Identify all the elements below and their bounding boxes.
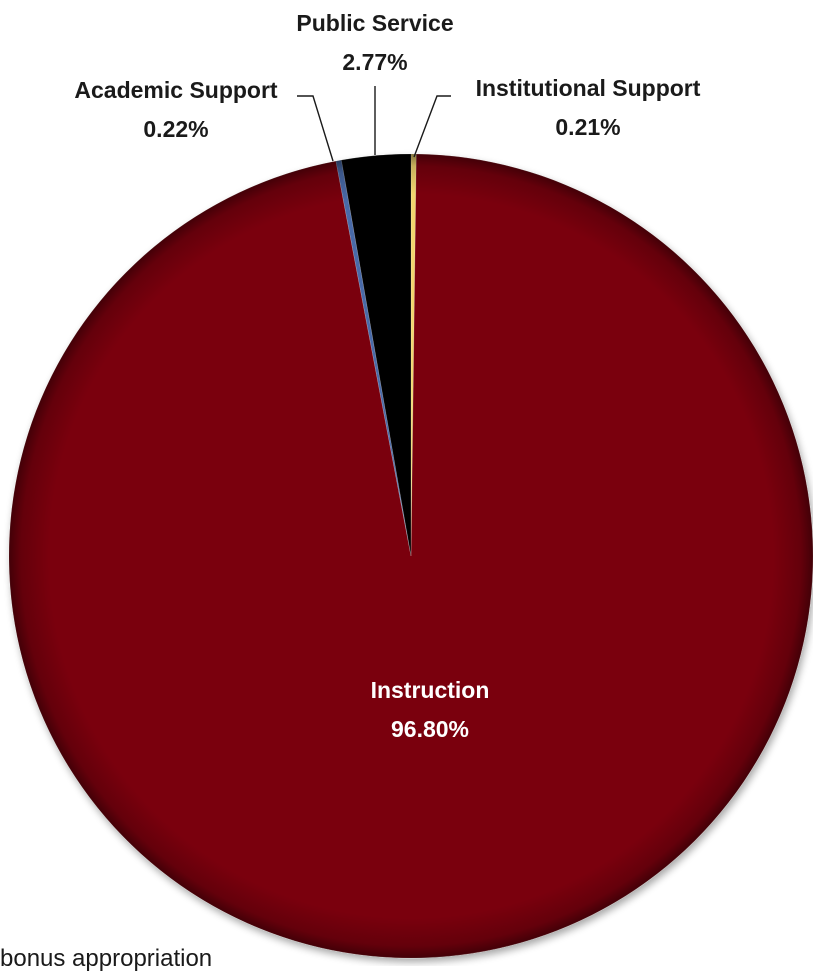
slice-value-public-service: 2.77%	[342, 49, 407, 75]
slice-value-instruction: 96.80%	[391, 716, 469, 742]
leader-lines	[297, 86, 451, 162]
slice-value-institutional-support: 0.21%	[555, 114, 620, 140]
leader-line-academic-support	[297, 95, 334, 162]
slice-labels: Institutional Support 0.21% Instruction 96.…	[74, 10, 700, 742]
leader-line-institutional-support	[413, 95, 451, 158]
slice-value-academic-support: 0.22%	[143, 116, 208, 142]
slice-name-institutional-support: Institutional Support	[476, 75, 701, 101]
slice-name-academic-support: Academic Support	[74, 77, 278, 103]
slice-name-public-service: Public Service	[296, 10, 453, 36]
slice-name-instruction: Instruction	[371, 677, 490, 703]
footnote-text: bonus appropriation	[0, 945, 213, 972]
pie-slices	[8, 153, 813, 959]
